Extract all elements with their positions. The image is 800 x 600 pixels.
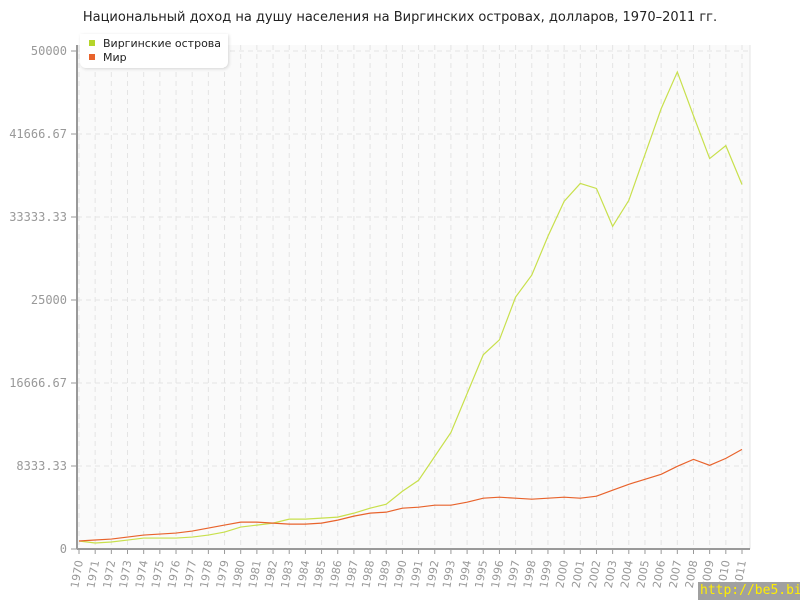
x-tick-label: 2008 <box>683 559 701 589</box>
legend-item-1[interactable]: Мир <box>80 50 228 64</box>
x-tick-label: 1973 <box>117 559 135 589</box>
x-tick-label: 1970 <box>68 559 86 589</box>
x-tick-label: 1994 <box>456 559 474 589</box>
x-tick-label: 1998 <box>521 559 539 589</box>
x-tick-label: 1980 <box>230 559 248 589</box>
x-tick-label: 1977 <box>181 559 199 589</box>
x-tick-label: 1982 <box>262 559 280 589</box>
x-tick-label: 2000 <box>553 559 571 589</box>
x-tick-label: 1991 <box>408 559 426 589</box>
legend-label: Мир <box>103 50 127 64</box>
x-tick-label: 1981 <box>246 559 264 589</box>
x-tick-label: 1983 <box>279 559 297 589</box>
x-tick-label: 1971 <box>84 559 102 589</box>
x-tick-label: 2009 <box>699 559 717 589</box>
legend: Виргинские острова Мир <box>80 34 228 68</box>
x-tick-label: 1985 <box>311 559 329 589</box>
y-tick-label: 25000 <box>31 293 67 307</box>
x-tick-label: 1988 <box>359 559 377 589</box>
x-tick-label: 1986 <box>327 559 345 589</box>
x-tick-label: 2004 <box>618 559 636 589</box>
x-tick-label: 1975 <box>149 559 167 589</box>
y-tick-label: 16666.67 <box>9 376 67 390</box>
chart-title: Национальный доход на душу населения на … <box>82 10 718 25</box>
x-tick-label: 1999 <box>537 559 555 589</box>
x-tick-label: 1993 <box>440 559 458 589</box>
x-tick-label: 2010 <box>715 559 733 589</box>
x-tick-label: 1992 <box>424 559 442 589</box>
x-tick-label: 2006 <box>650 559 668 589</box>
x-tick-label: 2002 <box>586 559 604 589</box>
series-line-1 <box>78 448 743 542</box>
legend-swatch <box>89 54 95 60</box>
x-tick-label: 1974 <box>133 559 151 589</box>
x-tick-label: 1995 <box>473 559 491 589</box>
y-tick-label: 50000 <box>31 44 67 58</box>
y-tick-label: 33333.33 <box>9 210 67 224</box>
series-line-0 <box>78 70 743 544</box>
x-tick-label: 1990 <box>392 559 410 589</box>
x-tick-label: 1997 <box>505 559 523 589</box>
x-tick-label: 2003 <box>602 559 620 589</box>
legend-swatch <box>89 40 95 46</box>
watermark[interactable]: http://be5.biz/ <box>698 582 800 600</box>
legend-label: Виргинские острова <box>103 36 222 50</box>
legend-item-0[interactable]: Виргинские острова <box>80 36 228 50</box>
x-tick-label: 1987 <box>343 559 361 589</box>
x-tick-label: 1972 <box>101 559 119 589</box>
x-tick-label: 2011 <box>731 559 749 589</box>
y-tick-label: 8333.33 <box>16 459 67 473</box>
x-tick-label: 2005 <box>634 559 652 589</box>
x-tick-label: 1979 <box>214 559 232 589</box>
x-tick-label: 1976 <box>165 559 183 589</box>
x-tick-label: 1984 <box>295 559 313 589</box>
y-tick-label: 41666.67 <box>9 127 67 141</box>
x-tick-label: 2007 <box>667 559 685 589</box>
plot-background <box>77 45 750 549</box>
x-tick-label: 1996 <box>489 559 507 589</box>
x-tick-label: 1989 <box>376 559 394 589</box>
x-tick-label: 1978 <box>198 559 216 589</box>
y-tick-label: 0 <box>60 542 67 556</box>
x-tick-label: 2001 <box>570 559 588 589</box>
